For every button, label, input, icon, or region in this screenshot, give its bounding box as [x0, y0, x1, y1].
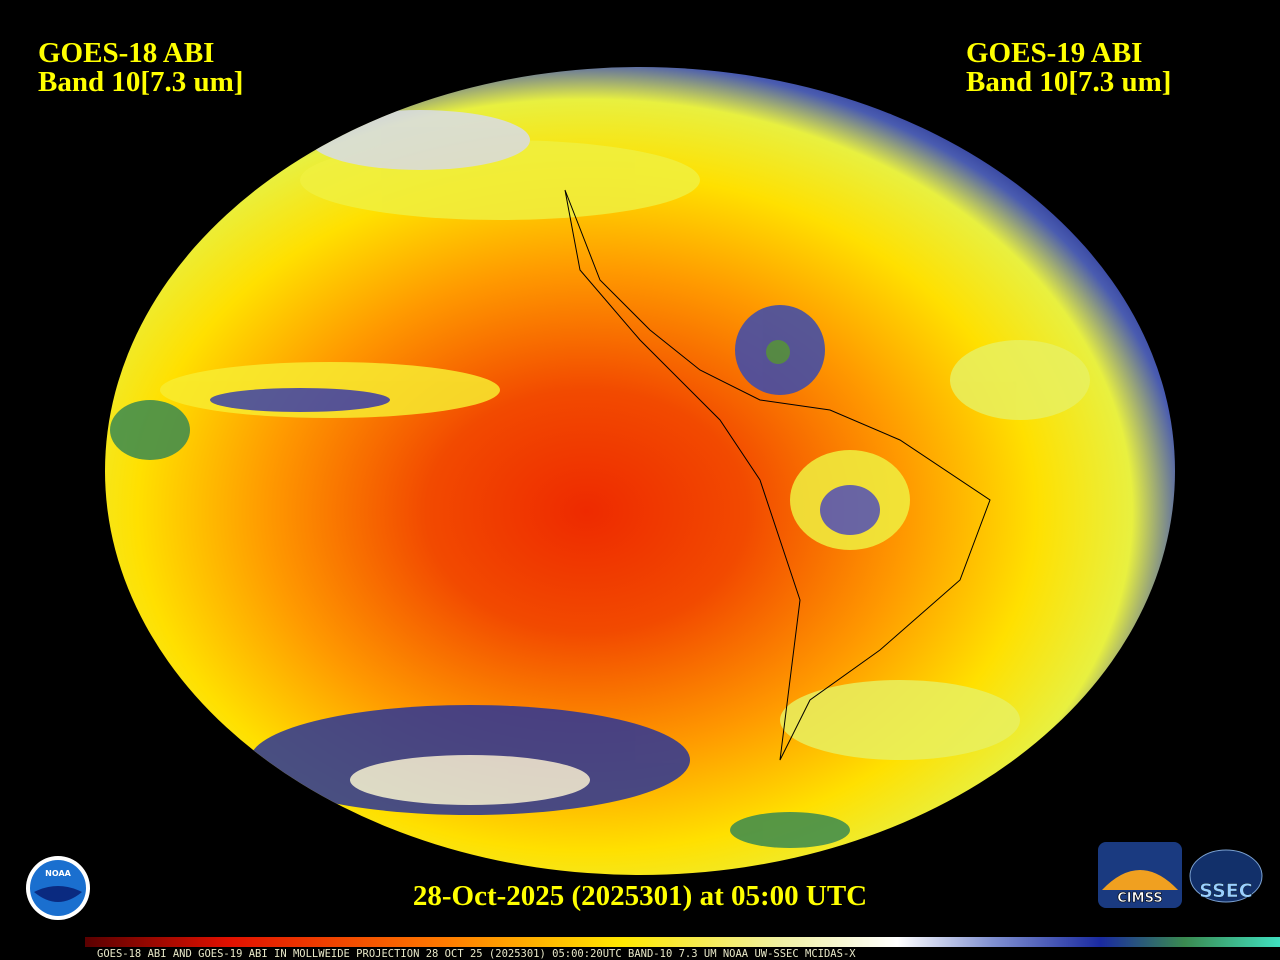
coastline — [564, 189, 991, 761]
storm-eye — [766, 340, 790, 364]
land — [730, 812, 850, 848]
cimss-logo-sun — [1102, 870, 1178, 890]
cloud — [310, 110, 530, 170]
right-band: Band 10[7.3 um] — [966, 66, 1171, 98]
right-title: GOES-19 ABI — [966, 37, 1142, 69]
left-band: Band 10[7.3 um] — [38, 66, 243, 98]
moisture-band — [950, 340, 1090, 420]
cloud — [350, 755, 590, 805]
globe-image — [105, 67, 1175, 875]
left-title: GOES-18 ABI — [38, 37, 214, 69]
cimss-label: CIMSS — [1117, 891, 1162, 906]
cloud-texture — [110, 110, 1090, 848]
color-bar — [85, 937, 1280, 947]
cloud — [210, 388, 390, 412]
ssec-logo — [1189, 849, 1263, 903]
ssec-label: SSEC — [1199, 880, 1252, 902]
noaa-logo-wave — [34, 886, 82, 902]
cloud — [820, 485, 880, 535]
caption: GOES-18 ABI AND GOES-19 ABI IN MOLLWEIDE… — [97, 948, 856, 960]
timestamp: 28-Oct-2025 (2025301) at 05:00 UTC — [413, 880, 867, 912]
moisture-band — [780, 680, 1020, 760]
land — [110, 400, 190, 460]
noaa-label: NOAA — [45, 869, 71, 878]
